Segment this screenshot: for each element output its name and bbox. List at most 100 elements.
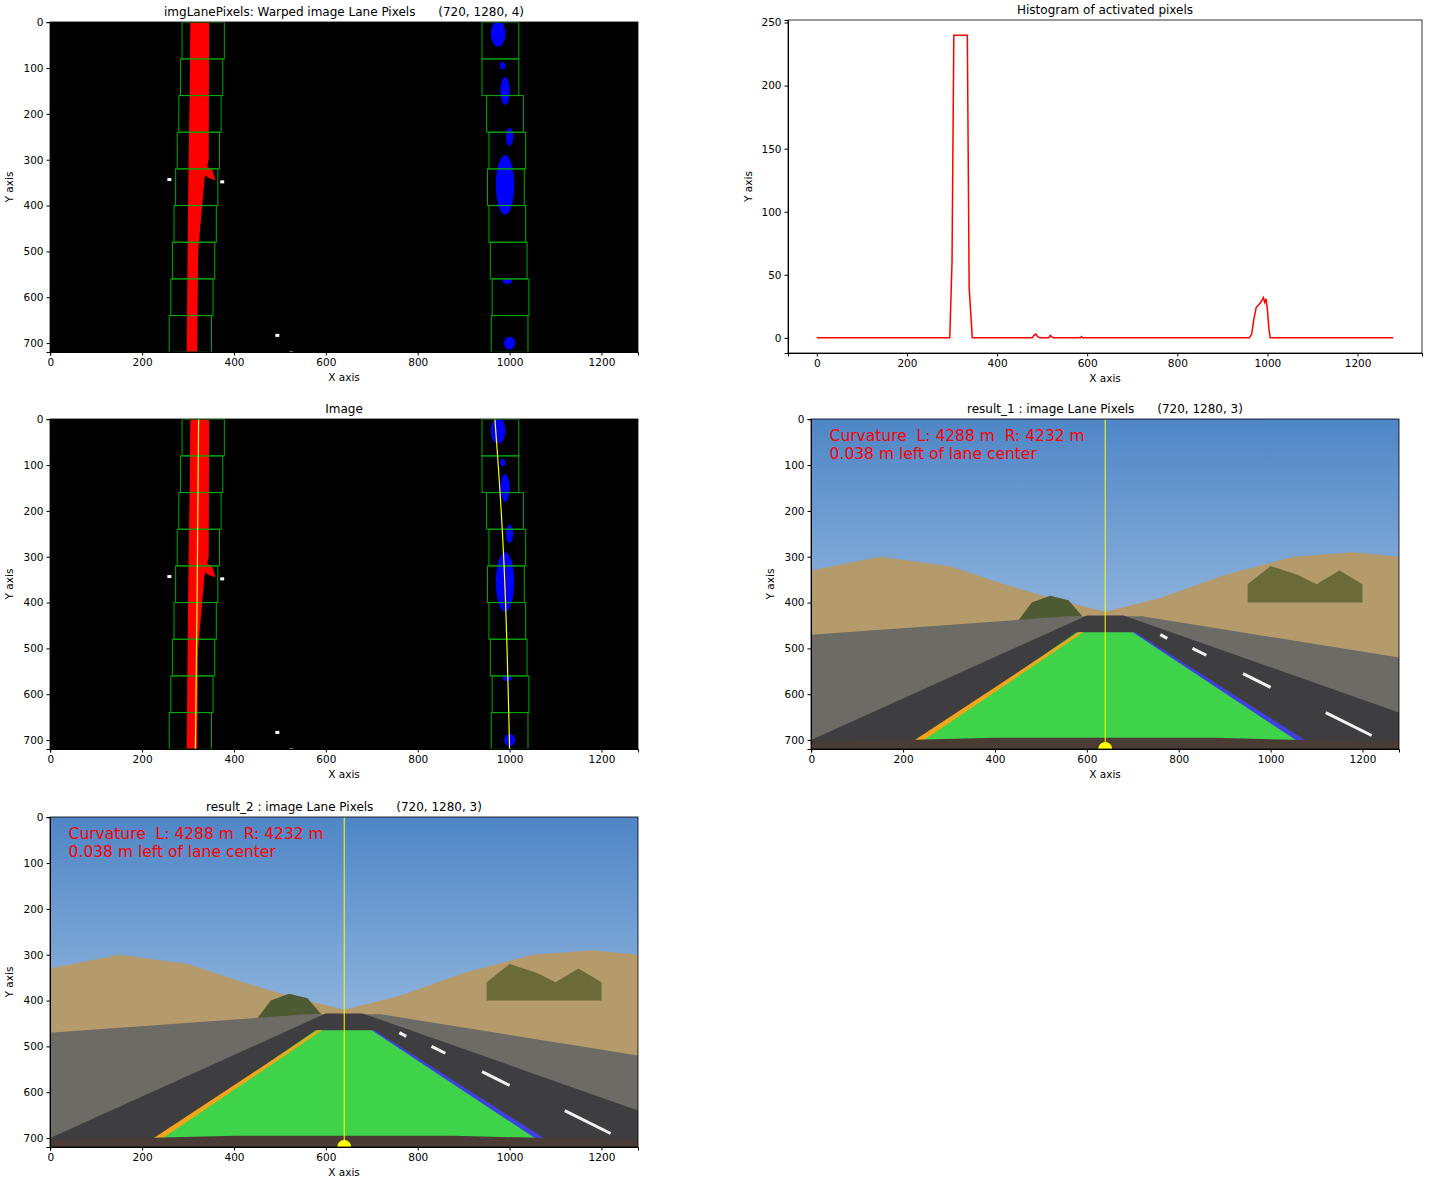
search-window [169, 713, 211, 749]
y-tick-label: 200 [784, 505, 804, 517]
y-tick-mark [808, 694, 812, 695]
x-tick: 600 [1077, 749, 1097, 765]
search-window [490, 242, 527, 279]
x-tick-label: 200 [133, 356, 153, 368]
noise-pixels [275, 731, 279, 734]
panel: 0200400600800100012000100200300400500600… [3, 402, 639, 780]
y-axis-line [785, 21, 789, 354]
x-tick: 200 [894, 749, 914, 765]
center-line [344, 817, 345, 1147]
search-window [182, 419, 224, 456]
x-tick-label: 200 [133, 753, 153, 765]
y-tick: 400 [23, 199, 50, 211]
frame [50, 22, 638, 352]
y-tick-mark [47, 648, 51, 649]
y-tick-mark [785, 212, 789, 213]
x-tick-label: 400 [988, 357, 1008, 369]
y-tick: 0 [37, 413, 50, 425]
panel: 0200400600800100012000100200300400500600… [3, 5, 639, 383]
x-tick: 1000 [497, 1147, 524, 1163]
x-tick-label: 400 [224, 1151, 244, 1163]
plot-area [811, 419, 1399, 749]
y-tick-label: 200 [23, 108, 43, 120]
x-tick: 1200 [589, 749, 616, 765]
y-tick-label: 200 [23, 903, 43, 915]
search-window [180, 456, 222, 493]
frame [788, 20, 1422, 353]
search-window [489, 529, 526, 566]
noise-pixels [167, 575, 171, 578]
y-tick-label: 50 [768, 269, 781, 281]
y-axis: 0100200300400500600700 [23, 413, 50, 749]
y-tick-mark [785, 338, 789, 339]
y-tick-label: 300 [23, 154, 43, 166]
y-tick-mark [47, 694, 51, 695]
y-tick-label: 0 [37, 413, 44, 425]
left-lane-blob [202, 561, 216, 577]
y-tick-mark [47, 909, 51, 910]
search-window [489, 603, 526, 640]
x-tick: 200 [897, 353, 917, 369]
y-tick-mark [808, 740, 812, 741]
left-lane-pixels [187, 22, 210, 352]
y-tick-mark [47, 1001, 51, 1002]
search-window [177, 132, 219, 169]
plot-area [817, 35, 1393, 338]
y-tick-mark [47, 297, 51, 298]
x-tick: 400 [985, 749, 1005, 765]
x-tick-label: 200 [894, 753, 914, 765]
x-tick-label: 200 [133, 1151, 153, 1163]
right-lane-pixels [500, 459, 506, 466]
y-axis-label: Y axis [764, 569, 776, 601]
x-tick: 1000 [497, 352, 524, 368]
x-tick: 800 [1168, 353, 1188, 369]
search-window [487, 493, 524, 530]
y-tick-mark [47, 251, 51, 252]
search-window [482, 22, 519, 59]
x-tick-label: 800 [408, 356, 428, 368]
y-tick-mark [808, 419, 812, 420]
lane-area [155, 1030, 538, 1140]
x-tick: 600 [316, 1147, 336, 1163]
search-window [169, 316, 211, 352]
y-tick: 700 [784, 734, 811, 746]
frame [50, 419, 638, 749]
sky [811, 419, 1399, 749]
lane-dash [1243, 674, 1271, 688]
lane-dash [399, 1033, 406, 1037]
y-tick-mark [47, 68, 51, 69]
x-tick-label: 1000 [1258, 753, 1285, 765]
x-tick: 600 [316, 352, 336, 368]
noise-pixels [275, 334, 279, 337]
search-window [482, 59, 519, 96]
y-tick-mark [808, 511, 812, 512]
x-tick-label: 1000 [1255, 357, 1282, 369]
search-window [171, 676, 213, 713]
y-tick: 600 [784, 688, 811, 700]
search-window [174, 206, 216, 243]
x-tick: 800 [1169, 749, 1189, 765]
y-tick: 0 [798, 413, 811, 425]
y-tick-label: 600 [784, 688, 804, 700]
x-tick-label: 0 [47, 1151, 54, 1163]
y-tick-label: 100 [23, 459, 43, 471]
x-tick-label: 800 [408, 753, 428, 765]
x-tick-label: 400 [224, 753, 244, 765]
x-tick-label: 1000 [497, 753, 524, 765]
y-tick-mark [47, 343, 51, 344]
lane-dash [432, 1046, 446, 1053]
right-lane-line [1133, 632, 1305, 740]
y-tick-label: 250 [761, 16, 781, 28]
plot-area [50, 817, 638, 1147]
y-tick: 250 [761, 16, 788, 28]
y-tick-label: 100 [23, 857, 43, 869]
center-marker [337, 1140, 351, 1147]
title: Histogram of activated pixels [1017, 3, 1193, 17]
y-tick-mark [47, 863, 51, 864]
annotation: Curvature L: 4288 m R: 4232 m [69, 825, 324, 843]
search-window [487, 96, 524, 133]
y-tick: 150 [761, 143, 788, 155]
right-lane-pixels [500, 474, 509, 502]
search-window [489, 132, 526, 169]
y-tick: 100 [23, 459, 50, 471]
